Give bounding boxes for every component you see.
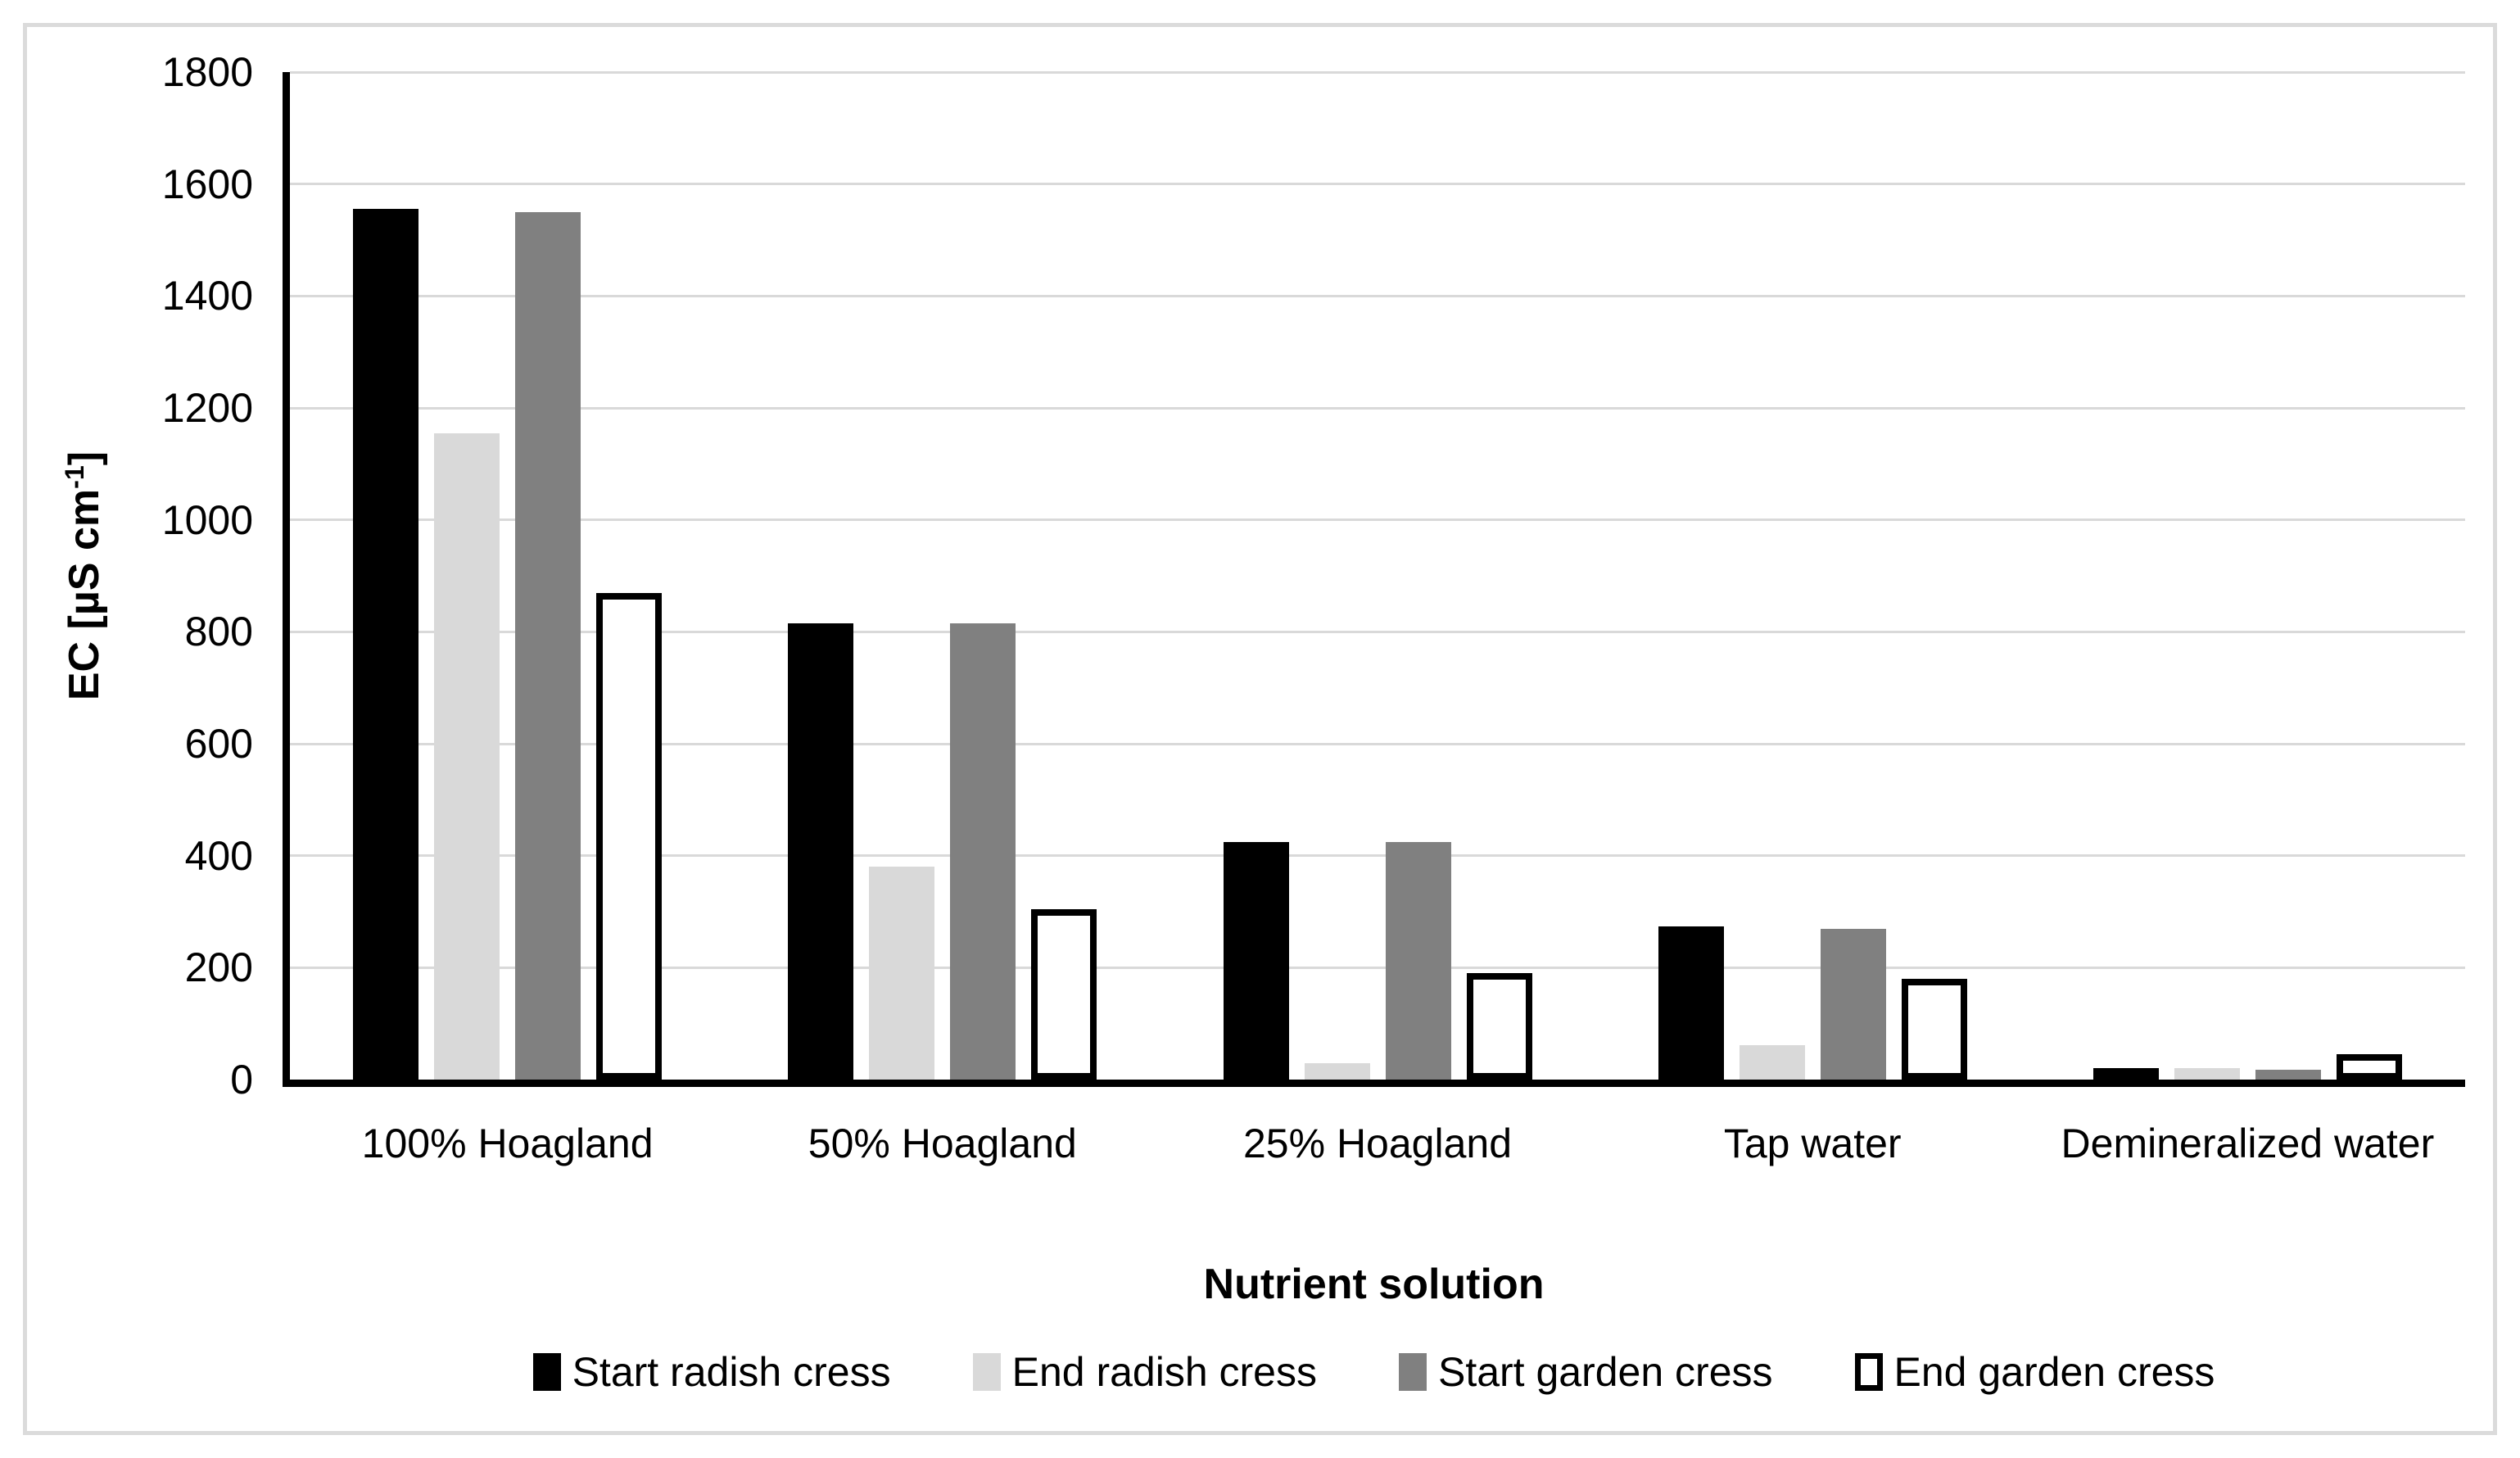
y-tick-label-1800: 1800 [161,49,253,95]
bar-start-garden-cress-demineralized-water [2255,1069,2321,1080]
x-category-label-text: 25% Hoagland [1242,1121,1513,1166]
legend-marker-end-radish-cress [972,1353,1001,1391]
legend-item-start-radish-cress: Start radish cress [532,1348,891,1396]
x-axis-category-labels: 100% Hoagland 50% Hoagland 25% Hoagland Tap… [290,1119,2465,1168]
y-tick-label-600: 600 [184,721,253,767]
bar-start-radish-cress-100-hoagland [353,209,419,1080]
x-category-label-100-hoagland: 100% Hoagland [290,1119,725,1168]
y-tick-label-1000: 1000 [161,496,253,543]
legend-label-start-garden-cress: Start garden cress [1437,1349,1773,1395]
gridline-1800 [290,70,2465,74]
y-tick-label-1600: 1600 [161,161,253,207]
gridline-800 [290,630,2465,633]
bar-start-garden-cress-50-hoagland [950,623,1016,1080]
legend-item-start-garden-cress: Start garden cress [1398,1348,1773,1396]
gridline-1200 [290,406,2465,410]
x-category-label-text: Tap water [1723,1121,1902,1166]
gridline-200 [290,966,2465,969]
y-tick-label-0: 0 [230,1057,253,1103]
bar-end-garden-cress-25-hoagland [1466,973,1532,1080]
bar-groups [290,72,2465,1080]
legend-label-end-garden-cress: End garden cress [1893,1349,2215,1395]
y-tick-label-200: 200 [184,944,253,991]
legend-marker-end-garden-cress [1854,1353,1883,1391]
bar-start-garden-cress-25-hoagland [1385,841,1451,1080]
bar-group-demineralized-water [2030,72,2465,1080]
bar-start-garden-cress-tap-water [1820,928,1886,1080]
bar-start-garden-cress-100-hoagland [515,211,581,1080]
x-category-label-text: 100% Hoagland [361,1121,654,1166]
gridline-1600 [290,183,2465,186]
x-category-label-50-hoagland: 50% Hoagland [725,1119,1160,1168]
legend-label-end-radish-cress: End radish cress [1011,1349,1317,1395]
x-category-label-demineralized-water: Demineralized water [2030,1119,2465,1168]
y-tick-label-1200: 1200 [161,385,253,432]
gridline-1400 [290,294,2465,297]
y-tick-label-400: 400 [184,832,253,879]
y-tick-label-800: 800 [184,609,253,655]
bar-start-radish-cress-50-hoagland [788,623,854,1080]
bar-group-25-hoagland [1160,72,1595,1080]
y-tick-label-1400: 1400 [161,273,253,319]
bar-end-radish-cress-25-hoagland [1304,1062,1370,1080]
x-category-label-text: 50% Hoagland [808,1121,1077,1166]
plot-area [283,70,2465,1087]
bar-end-garden-cress-100-hoagland [596,592,663,1080]
bar-end-radish-cress-tap-water [1739,1044,1805,1080]
gridline-400 [290,854,2465,858]
y-axis-tick-labels: 0 200 400 600 800 1000 1200 1400 1600 1800 [0,52,268,1100]
bar-end-radish-cress-50-hoagland [869,867,935,1080]
x-category-label-tap-water: Tap water [1595,1119,2030,1168]
bar-start-radish-cress-tap-water [1658,926,1724,1080]
bar-end-garden-cress-50-hoagland [1031,908,1097,1080]
legend-item-end-radish-cress: End radish cress [972,1348,1317,1396]
bar-group-50-hoagland [725,72,1160,1080]
bar-start-radish-cress-25-hoagland [1223,841,1289,1080]
x-category-label-text: Demineralized water [2061,1121,2435,1166]
bar-end-garden-cress-demineralized-water [2336,1054,2402,1080]
gridline-1000 [290,518,2465,522]
bar-end-radish-cress-demineralized-water [2174,1068,2240,1080]
legend-marker-start-radish-cress [532,1353,561,1391]
legend-marker-start-garden-cress [1398,1353,1427,1391]
bar-start-radish-cress-demineralized-water [2092,1068,2159,1080]
legend-label-start-radish-cress: Start radish cress [572,1349,891,1395]
legend-item-end-garden-cress: End garden cress [1854,1348,2215,1396]
bar-end-garden-cress-tap-water [1901,979,1967,1080]
bar-end-radish-cress-100-hoagland [434,432,500,1080]
legend: Start radish cress End radish cress Start … [283,1348,2465,1396]
x-axis-title: Nutrient solution [1203,1261,1545,1308]
bar-group-100-hoagland [290,72,725,1080]
gridline-600 [290,742,2465,745]
x-category-label-25-hoagland: 25% Hoagland [1160,1119,1595,1168]
bar-group-tap-water [1595,72,2030,1080]
